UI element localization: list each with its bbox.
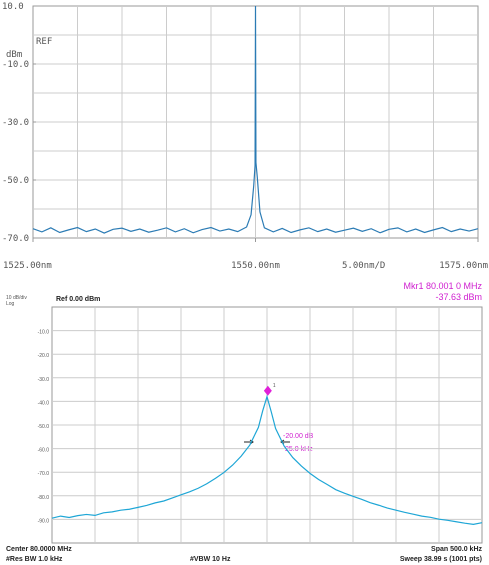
footer-sweep: Sweep 38.99 s (1001 pts) (400, 556, 482, 563)
y-tick-label: -60.0 (38, 448, 50, 454)
y-tick-label: 10.0 (2, 2, 24, 12)
footer-rbw: #Res BW 1.0 kHz (6, 556, 63, 563)
x-tick-label: 1575.00nm (439, 261, 488, 271)
marker-readout: Mkr1 80.001 0 MHz (403, 281, 482, 291)
marker (263, 385, 272, 396)
delta-label: -20.00 dB (283, 433, 314, 440)
footer-vbw: #VBW 10 Hz (190, 556, 231, 563)
y-tick-label: -30.0 (38, 377, 50, 383)
y-tick-label: -90.0 (38, 518, 50, 524)
x-tick-label: 1525.00nm (3, 261, 52, 271)
y-tick-label: -70.0 (38, 471, 50, 477)
footer-center: Center 80.0000 MHz (6, 546, 72, 553)
y-tick-label: -10.0 (38, 330, 50, 336)
footer-span: Span 500.0 kHz (431, 546, 482, 553)
ref-label: REF (36, 37, 52, 47)
trace (32, 5, 479, 234)
y-tick-label: -50.0 (2, 176, 29, 186)
ref-label: Ref 0.00 dBm (56, 296, 100, 303)
scale-label: 10 dB/div (6, 295, 27, 301)
marker-label: 1 (273, 383, 276, 389)
y-tick-label: -40.0 (38, 400, 50, 406)
scale-type: Log (6, 301, 15, 307)
x-tick-label: 1550.00nm (231, 261, 280, 271)
delta-arrows (244, 439, 290, 445)
y-tick-label: -10.0 (2, 60, 29, 70)
y-tick-label: -50.0 (38, 424, 50, 430)
delta-label: 25.0 kHz (285, 446, 313, 453)
trace (51, 394, 483, 525)
unit-label: dBm (6, 50, 22, 60)
y-tick-label: -20.0 (38, 353, 50, 359)
scale-label: 5.00nm/D (342, 261, 385, 271)
y-tick-label: -70.0 (2, 234, 29, 244)
y-tick-label: -30.0 (2, 118, 29, 128)
y-tick-label: -80.0 (38, 495, 50, 501)
marker-readout: -37.63 dBm (435, 292, 482, 302)
